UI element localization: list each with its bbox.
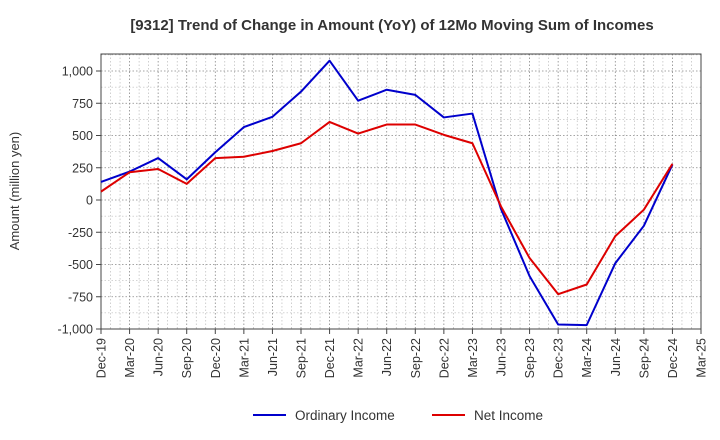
data-point xyxy=(586,283,588,285)
data-point xyxy=(614,235,616,237)
x-tick-label: Dec-22 xyxy=(437,338,451,378)
y-tick-label: 1,000 xyxy=(62,65,93,79)
y-tick-label: -500 xyxy=(68,258,93,272)
data-point xyxy=(671,163,673,165)
data-point xyxy=(471,112,473,114)
data-point xyxy=(528,257,530,259)
data-point xyxy=(443,116,445,118)
x-tick-label: Mar-21 xyxy=(237,338,251,378)
data-point xyxy=(614,262,616,264)
y-tick-label: 500 xyxy=(72,129,93,143)
data-point xyxy=(328,121,330,123)
x-tick-label: Dec-24 xyxy=(666,338,680,378)
data-point xyxy=(586,324,588,326)
x-tick-label: Mar-22 xyxy=(352,338,366,378)
data-point xyxy=(243,126,245,128)
x-tick-label: Sep-23 xyxy=(523,338,537,378)
y-tick-label: 250 xyxy=(72,161,93,175)
legend-label: Net Income xyxy=(474,408,543,423)
data-point xyxy=(386,89,388,91)
data-point xyxy=(128,171,130,173)
data-point xyxy=(557,323,559,325)
series-line-net-income xyxy=(100,120,674,296)
x-tick-label: Mar-20 xyxy=(123,338,137,378)
y-tick-label: 0 xyxy=(86,194,93,208)
data-point xyxy=(386,123,388,125)
legend-label: Ordinary Income xyxy=(295,408,395,423)
x-tick-label: Mar-24 xyxy=(580,338,594,378)
x-tick-label: Mar-23 xyxy=(466,338,480,378)
x-tick-label: Jun-24 xyxy=(609,338,623,376)
data-point xyxy=(328,59,330,61)
data-point xyxy=(357,99,359,101)
data-point xyxy=(643,225,645,227)
x-tick-label: Dec-23 xyxy=(552,338,566,378)
data-point xyxy=(186,178,188,180)
data-point xyxy=(214,157,216,159)
plot-area xyxy=(101,54,701,329)
x-tick-label: Jun-22 xyxy=(380,338,394,376)
x-tick-label: Sep-22 xyxy=(409,338,423,378)
data-point xyxy=(300,90,302,92)
data-point xyxy=(443,134,445,136)
x-tick-label: Sep-20 xyxy=(180,338,194,378)
y-tick-label: -1,000 xyxy=(58,323,93,337)
data-point xyxy=(243,156,245,158)
y-axis-label: Amount (million yen) xyxy=(7,132,22,251)
data-point xyxy=(271,116,273,118)
data-point xyxy=(357,132,359,134)
x-tick-label: Dec-19 xyxy=(95,338,109,378)
data-point xyxy=(214,151,216,153)
series-lines xyxy=(100,59,674,327)
legend: Ordinary Income Net Income xyxy=(253,408,543,423)
data-point xyxy=(100,181,102,183)
data-point xyxy=(557,293,559,295)
data-point xyxy=(471,142,473,144)
series-line-ordinary-income xyxy=(100,59,674,327)
data-point xyxy=(414,94,416,96)
data-point xyxy=(414,123,416,125)
y-tick-label: -750 xyxy=(68,290,93,304)
data-point xyxy=(300,142,302,144)
chart-title: [9312] Trend of Change in Amount (YoY) o… xyxy=(130,17,653,34)
x-tick-label: Mar-25 xyxy=(695,338,709,378)
x-tick-label: Sep-24 xyxy=(637,338,651,378)
x-tick-label: Jun-20 xyxy=(152,338,166,376)
grid xyxy=(100,54,702,330)
data-point xyxy=(100,190,102,192)
data-point xyxy=(157,157,159,159)
x-tick-label: Jun-21 xyxy=(266,338,280,376)
data-point xyxy=(528,275,530,277)
x-tick-label: Dec-21 xyxy=(323,338,337,378)
y-tick-label: 750 xyxy=(72,97,93,111)
x-tick-label: Dec-20 xyxy=(209,338,223,378)
data-point xyxy=(271,150,273,152)
data-point xyxy=(157,168,159,170)
x-tick-label: Sep-21 xyxy=(295,338,309,378)
x-tick-label: Jun-23 xyxy=(495,338,509,376)
data-point xyxy=(643,208,645,210)
data-point xyxy=(186,183,188,185)
data-point xyxy=(500,205,502,207)
y-tick-label: -250 xyxy=(68,226,93,240)
